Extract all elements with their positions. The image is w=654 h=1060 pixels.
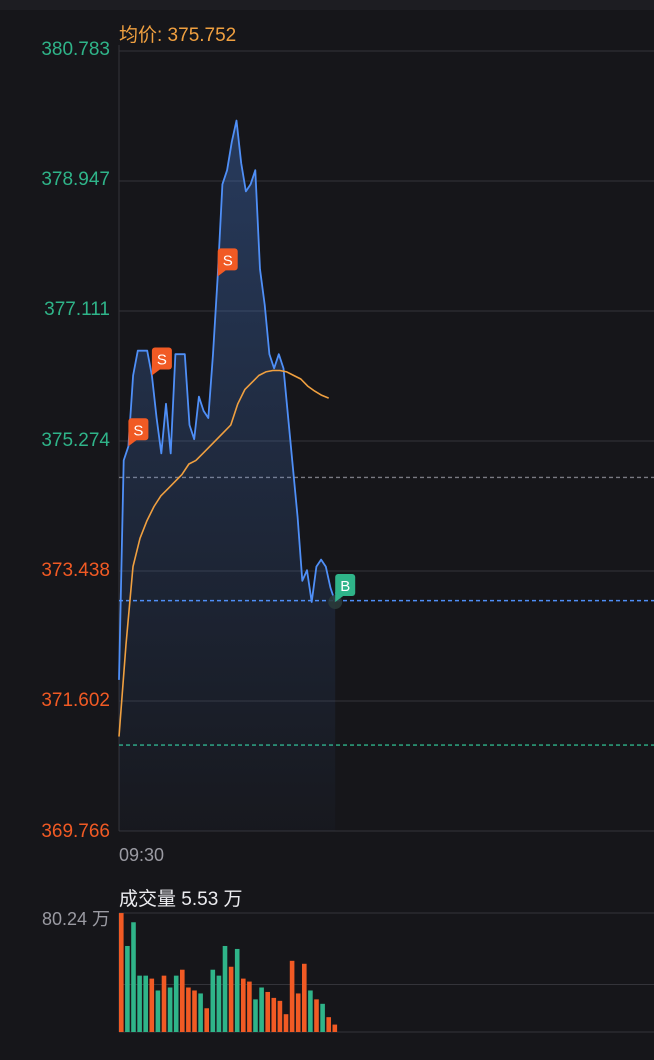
y-axis-label: 378.947 xyxy=(41,169,110,190)
price-area xyxy=(119,120,336,832)
volume-bar xyxy=(161,975,167,1032)
volume-bar xyxy=(277,1000,283,1032)
marker-tail xyxy=(335,592,344,603)
average-line xyxy=(118,369,329,737)
volume-bar xyxy=(167,987,173,1032)
marker-badge xyxy=(151,347,172,370)
marker-label: B xyxy=(340,578,350,595)
volume-bar xyxy=(155,990,161,1032)
volume-bar xyxy=(308,990,313,1032)
volume-bar xyxy=(228,966,234,1032)
marker-label: S xyxy=(157,351,167,368)
top-bar xyxy=(0,0,654,10)
volume-bar xyxy=(137,975,142,1032)
y-axis-label: 375.274 xyxy=(41,430,110,451)
y-axis-label: 371.602 xyxy=(41,690,110,711)
average-price-label: 均价: 375.752 xyxy=(119,25,237,46)
volume-bar xyxy=(198,993,203,1032)
volume-bar xyxy=(180,969,185,1032)
volume-bar xyxy=(295,993,301,1032)
y-axis-label: 380.783 xyxy=(41,39,110,60)
volume-bar xyxy=(234,948,240,1032)
volume-bar xyxy=(216,975,222,1032)
y-axis-label: 369.766 xyxy=(41,821,110,842)
volume-bar xyxy=(320,1003,325,1032)
volume-bar xyxy=(222,945,228,1032)
marker-badge xyxy=(128,418,149,441)
volume-bar xyxy=(131,922,136,1032)
volume-bar xyxy=(271,997,277,1032)
volume-bar xyxy=(283,1014,289,1032)
marker-badge xyxy=(217,248,238,271)
marker-tail xyxy=(128,436,137,447)
volume-bar xyxy=(149,978,155,1032)
marker-label: S xyxy=(223,252,233,269)
buy-marker[interactable]: B xyxy=(335,574,356,603)
volume-bar xyxy=(302,963,307,1032)
marker-tail xyxy=(217,266,226,277)
volume-bar xyxy=(289,960,295,1032)
volume-bar xyxy=(265,991,270,1032)
volume-bar xyxy=(173,975,179,1032)
volume-bar xyxy=(143,975,148,1032)
sell-marker[interactable]: S xyxy=(217,248,238,277)
volume-bar xyxy=(125,945,130,1032)
y-axis-label: 377.111 xyxy=(44,299,110,320)
volume-title: 成交量 5.53 万 xyxy=(119,889,243,910)
sell-marker[interactable]: S xyxy=(151,347,172,376)
marker-badge xyxy=(335,574,356,597)
volume-bar xyxy=(314,999,319,1032)
volume-bar xyxy=(247,981,252,1032)
volume-bar xyxy=(186,987,191,1032)
x-axis-time-label: 09:30 xyxy=(119,845,165,865)
sell-marker[interactable]: S xyxy=(128,418,149,447)
volume-max-label: 80.24 万 xyxy=(41,909,110,929)
price-line xyxy=(118,119,337,680)
y-axis-label: 373.438 xyxy=(41,560,110,581)
volume-bar xyxy=(332,1024,338,1032)
volume-bar xyxy=(204,1008,209,1032)
volume-bar xyxy=(241,978,246,1032)
volume-bar xyxy=(119,913,124,1032)
volume-bar xyxy=(259,987,264,1032)
volume-bar xyxy=(253,999,258,1032)
volume-bar xyxy=(326,1017,331,1032)
volume-bar xyxy=(192,990,197,1032)
marker-label: S xyxy=(133,422,143,439)
marker-tail xyxy=(151,365,160,376)
volume-bar xyxy=(210,969,216,1032)
